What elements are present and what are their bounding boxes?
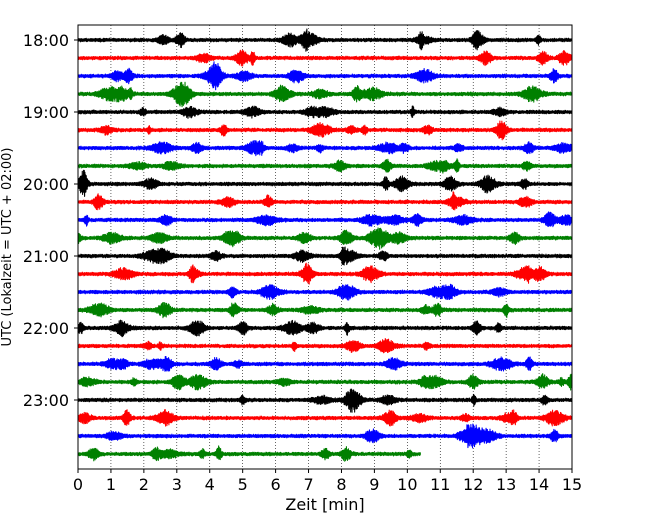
- x-tick-label: 11: [430, 475, 450, 494]
- x-tick-label: 7: [303, 475, 313, 494]
- trace-2045: [77, 227, 573, 250]
- y-axis-label: UTC (Lokalzeit = UTC + 02:00): [0, 148, 15, 347]
- trace-2215: [77, 338, 573, 354]
- plot-frame: [77, 24, 573, 470]
- trace-2300: [77, 388, 573, 413]
- trace-2245: [77, 373, 573, 391]
- trace-2230: [77, 355, 573, 372]
- trace-2100: [77, 246, 573, 266]
- y-tick-label: 23:00: [23, 391, 69, 410]
- x-tick-label: 6: [271, 475, 281, 494]
- x-tick-label: 14: [529, 475, 549, 494]
- x-axis-ticks: 0 1 2 3 4 5 6 7 8 9 10 11 12 13 14 15: [73, 469, 582, 494]
- seismogram-traces: [77, 28, 573, 462]
- trace-2130: [77, 283, 573, 301]
- trace-1915: [77, 120, 573, 141]
- x-tick-label: 15: [562, 475, 582, 494]
- y-tick-label: 18:00: [23, 31, 69, 50]
- trace-1800: [77, 28, 573, 52]
- trace-1845: [77, 81, 573, 108]
- y-tick-label: 22:00: [23, 319, 69, 338]
- x-tick-label: 13: [496, 475, 516, 494]
- trace-1900: [77, 105, 573, 119]
- x-tick-label: 12: [463, 475, 483, 494]
- trace-2200: [77, 319, 573, 338]
- trace-2030: [77, 211, 573, 228]
- y-tick-label: 20:00: [23, 175, 69, 194]
- x-tick-label: 8: [336, 475, 346, 494]
- x-tick-label: 3: [172, 475, 182, 494]
- trace-1945: [77, 158, 573, 174]
- trace-2015: [77, 191, 573, 211]
- trace-2345: [77, 445, 422, 462]
- x-tick-label: 10: [397, 475, 417, 494]
- trace-2000: [77, 169, 573, 197]
- y-tick-label: 21:00: [23, 247, 69, 266]
- x-tick-label: 0: [73, 475, 83, 494]
- x-tick-label: 2: [139, 475, 149, 494]
- trace-1930: [77, 139, 573, 157]
- trace-2115: [77, 262, 573, 285]
- trace-2315: [77, 409, 573, 427]
- trace-2145: [77, 301, 573, 319]
- trace-1815: [77, 49, 573, 67]
- x-tick-label: 5: [238, 475, 248, 494]
- x-tick-label: 1: [106, 475, 116, 494]
- x-axis-label: Zeit [min]: [285, 495, 364, 514]
- x-tick-label: 9: [369, 475, 379, 494]
- trace-1830: [77, 61, 573, 91]
- y-tick-label: 19:00: [23, 103, 69, 122]
- y-axis-ticks: 18:00 19:00 20:00 21:00 22:00 23:00: [23, 31, 78, 410]
- x-tick-label: 4: [205, 475, 215, 494]
- trace-2330: [77, 423, 573, 449]
